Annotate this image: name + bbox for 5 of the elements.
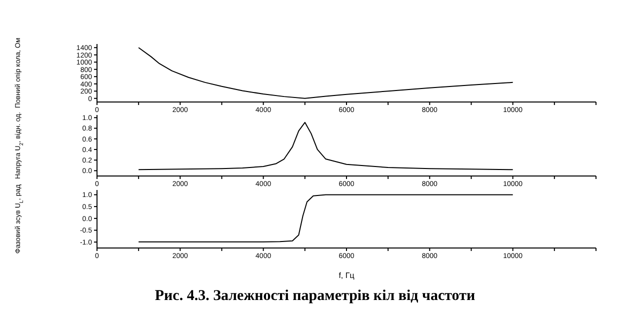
line-series (138, 122, 514, 170)
x-axis-title: f, Гц (338, 271, 355, 280)
line-series (138, 47, 514, 99)
text: Рис. 4.3. Залежності параметрів кіл від частоти (154, 288, 476, 305)
line-series (138, 194, 514, 242)
